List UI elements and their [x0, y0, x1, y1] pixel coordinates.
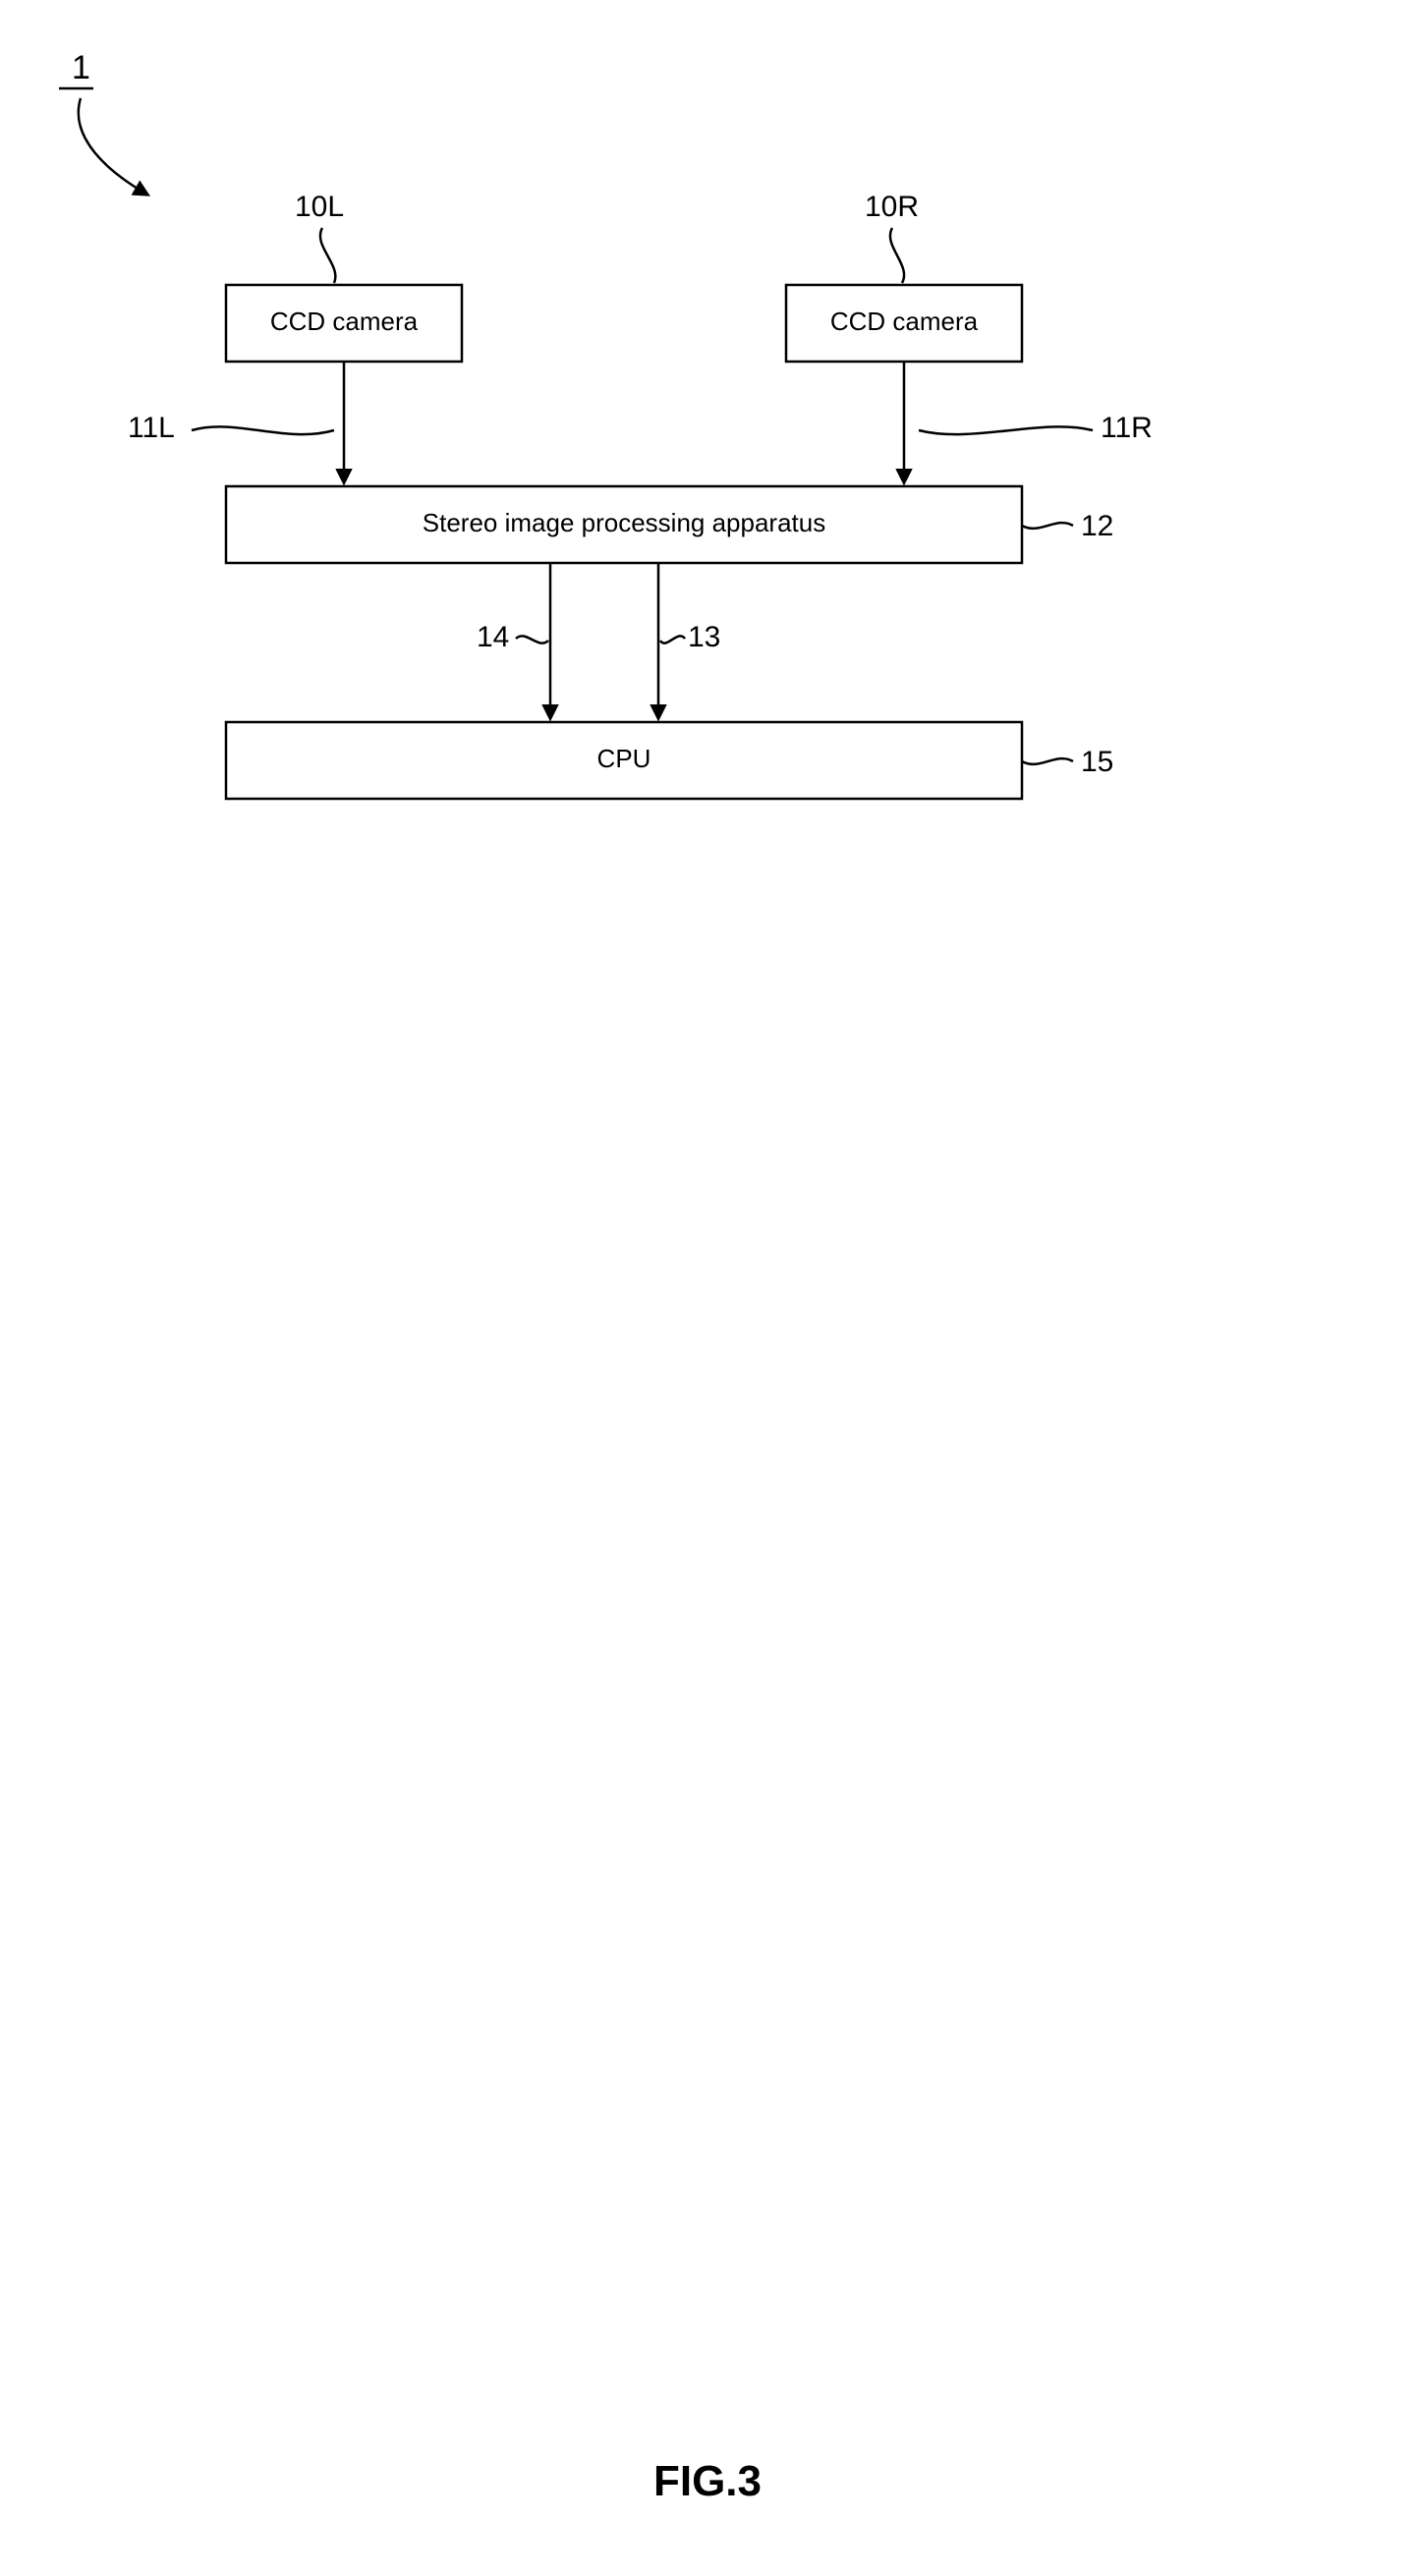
leader-11l	[192, 426, 334, 434]
ccd-camera-right: CCD camera	[786, 285, 1022, 362]
ccd-camera-left: CCD camera	[226, 285, 462, 362]
label-10l: 10L	[295, 191, 344, 223]
label-11l: 11L	[128, 412, 175, 444]
cpu-box: CPU	[226, 722, 1022, 799]
label-system: 1	[72, 49, 90, 86]
leader-10r	[890, 228, 904, 283]
stereo-image-processing-label: Stereo image processing apparatus	[423, 508, 825, 537]
figure-caption: FIG.3	[653, 2457, 762, 2505]
leader-12	[1022, 523, 1073, 529]
label-11r: 11R	[1101, 412, 1153, 444]
leader-15	[1022, 758, 1073, 764]
label-10r: 10R	[865, 191, 919, 223]
label-14: 14	[477, 621, 509, 653]
ccd-camera-left-label: CCD camera	[270, 307, 419, 336]
system-pointer-arrow	[79, 98, 147, 195]
label-12: 12	[1081, 510, 1113, 542]
leader-13	[660, 636, 685, 643]
stereo-image-processing-box: Stereo image processing apparatus	[226, 486, 1022, 563]
label-13: 13	[688, 621, 720, 653]
leader-10l	[320, 228, 335, 283]
ccd-camera-right-label: CCD camera	[830, 307, 979, 336]
cpu-label: CPU	[597, 744, 651, 773]
label-15: 15	[1081, 746, 1113, 778]
leader-11r	[919, 426, 1093, 434]
leader-14	[516, 636, 548, 643]
